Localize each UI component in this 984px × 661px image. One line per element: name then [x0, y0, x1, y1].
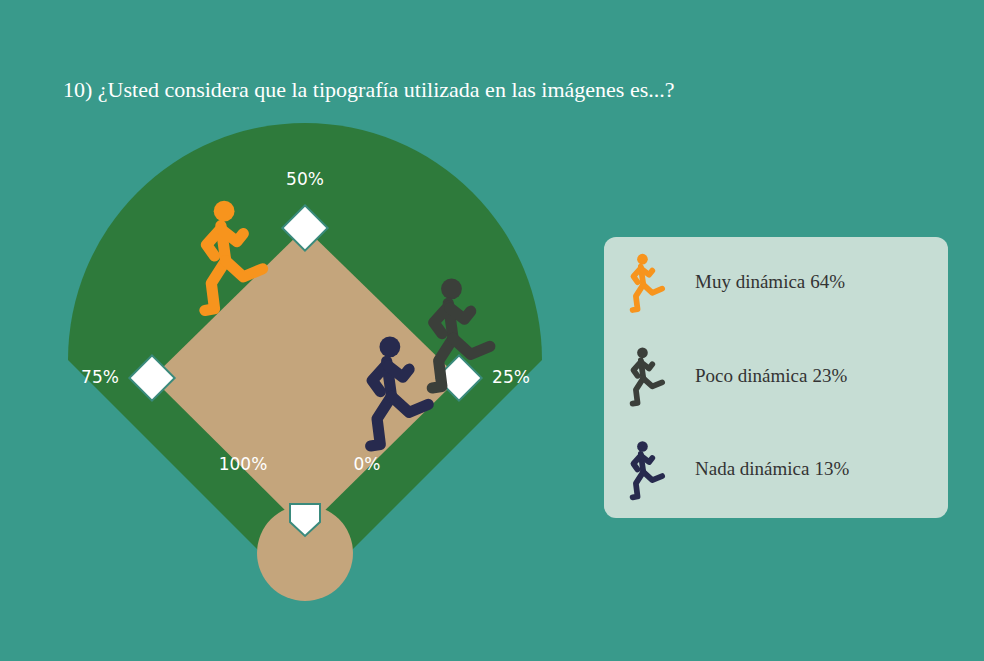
runner-leg [643, 378, 662, 386]
legend-box [604, 237, 948, 518]
runner-leg [633, 285, 644, 310]
runner-head [214, 201, 235, 222]
runner-leg [633, 472, 644, 497]
tick-label: 100% [219, 454, 268, 474]
home-circle [257, 505, 353, 601]
runner-head [637, 254, 648, 265]
runner-leg [205, 261, 226, 311]
runner-head [379, 336, 400, 357]
infield [152, 228, 459, 530]
legend-label: Muy dinámica64% [695, 271, 845, 292]
legend-label: Nada dinámica13% [695, 459, 849, 480]
runner-arm [223, 230, 244, 241]
runner-arm [642, 456, 653, 462]
runner-arm [388, 366, 409, 377]
runners [205, 201, 490, 446]
home-plate [290, 504, 320, 536]
base [129, 355, 174, 400]
runner-leg [453, 338, 490, 354]
runner-leg [432, 338, 453, 388]
legend-value: 23% [812, 365, 847, 386]
runner-leg [633, 378, 644, 403]
runner-leg [371, 396, 392, 446]
runner [371, 336, 429, 446]
runner-leg [643, 285, 662, 293]
runner-arm [450, 308, 471, 319]
legend-icon [633, 254, 663, 310]
outfield [68, 123, 542, 597]
runner-arm [642, 363, 653, 369]
legend-value: 64% [810, 271, 845, 292]
tick-label: 75% [81, 367, 119, 387]
runner [205, 201, 263, 311]
runner [432, 278, 490, 388]
runner-head [441, 278, 462, 299]
runner-head [637, 348, 648, 359]
legend: Muy dinámica64% Poco dinámica23% Nada diná… [604, 237, 948, 518]
tick-label: 0% [354, 454, 381, 474]
tick-label: 50% [286, 169, 324, 189]
tick-label: 25% [492, 367, 530, 387]
runner-leg [643, 472, 662, 480]
background [0, 0, 984, 661]
chart: 10) ¿Usted considera que la tipografía u… [0, 0, 984, 661]
legend-category: Poco dinámica [695, 365, 808, 386]
runner-arm [642, 269, 653, 275]
legend-category: Nada dinámica [695, 459, 810, 480]
legend-label: Poco dinámica23% [695, 365, 847, 386]
legend-value: 13% [814, 459, 849, 480]
legend-icon [633, 441, 663, 497]
runner-leg [391, 396, 428, 412]
title: 10) ¿Usted considera que la tipografía u… [63, 77, 675, 102]
legend-category: Muy dinámica [695, 271, 806, 292]
base [282, 205, 327, 250]
runner-head [637, 441, 648, 452]
runner-leg [226, 261, 263, 277]
legend-icon [633, 348, 663, 404]
